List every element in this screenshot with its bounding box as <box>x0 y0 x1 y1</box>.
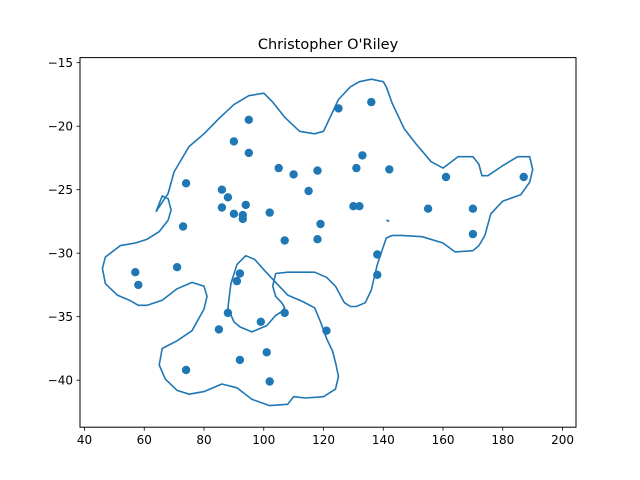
y-tick-label: −20 <box>48 119 73 133</box>
y-tick-label: −40 <box>48 374 73 388</box>
data-point <box>181 179 191 188</box>
axes-frame <box>79 57 577 428</box>
data-point <box>265 377 274 386</box>
data-point <box>349 202 358 211</box>
data-point <box>181 365 191 375</box>
x-tick-label: 180 <box>491 433 514 447</box>
data-point <box>423 204 433 213</box>
data-point <box>334 104 343 113</box>
data-point <box>304 186 313 196</box>
data-point <box>172 263 182 272</box>
x-tick-label: 60 <box>137 433 152 447</box>
data-point <box>468 229 478 239</box>
x-axis: 40 60 80 100 120 140 160 180 200 <box>77 427 574 447</box>
data-point <box>316 219 325 229</box>
contour-line <box>101 78 534 407</box>
data-point <box>385 165 394 174</box>
x-tick-label: 200 <box>551 433 574 447</box>
data-point <box>178 222 188 231</box>
data-point <box>367 97 376 107</box>
data-point <box>244 115 253 125</box>
data-point <box>217 185 227 194</box>
data-point <box>358 151 367 160</box>
data-point <box>313 166 322 175</box>
data-point <box>131 268 140 277</box>
x-tick-label: 40 <box>77 433 92 447</box>
data-point <box>256 317 265 326</box>
data-point <box>352 163 361 173</box>
data-point <box>241 200 250 210</box>
data-point <box>519 172 528 182</box>
y-tick-label: −35 <box>48 310 73 324</box>
data-point <box>235 269 245 278</box>
y-tick-label: −30 <box>48 246 73 260</box>
data-point <box>441 172 451 182</box>
contour-fragment <box>386 219 390 223</box>
x-tick-label: 120 <box>312 433 335 447</box>
data-point <box>244 148 253 158</box>
chart-title: Christopher O'Riley <box>258 37 399 53</box>
y-tick-label: −15 <box>48 56 73 70</box>
data-point <box>235 355 245 365</box>
data-point <box>289 170 298 179</box>
y-axis: −15 −20 −25 −30 −35 −40 <box>48 56 80 388</box>
data-point <box>468 204 478 213</box>
data-point <box>313 235 322 244</box>
data-point <box>280 308 289 318</box>
data-point <box>214 325 224 334</box>
data-point <box>274 163 283 173</box>
y-tick-label: −25 <box>48 183 73 197</box>
x-tick-label: 100 <box>252 433 275 447</box>
data-point <box>265 208 274 217</box>
data-point <box>262 348 271 357</box>
plot-area <box>101 78 534 407</box>
data-point <box>355 202 364 211</box>
data-point <box>238 214 247 224</box>
data-point <box>134 280 143 290</box>
x-tick-label: 140 <box>372 433 395 447</box>
data-point <box>223 193 233 202</box>
data-point <box>232 276 242 286</box>
x-tick-label: 160 <box>432 433 455 447</box>
data-point <box>280 236 289 245</box>
data-point <box>217 203 227 212</box>
data-point <box>229 209 239 218</box>
x-tick-label: 80 <box>196 433 211 447</box>
data-point <box>229 137 239 146</box>
